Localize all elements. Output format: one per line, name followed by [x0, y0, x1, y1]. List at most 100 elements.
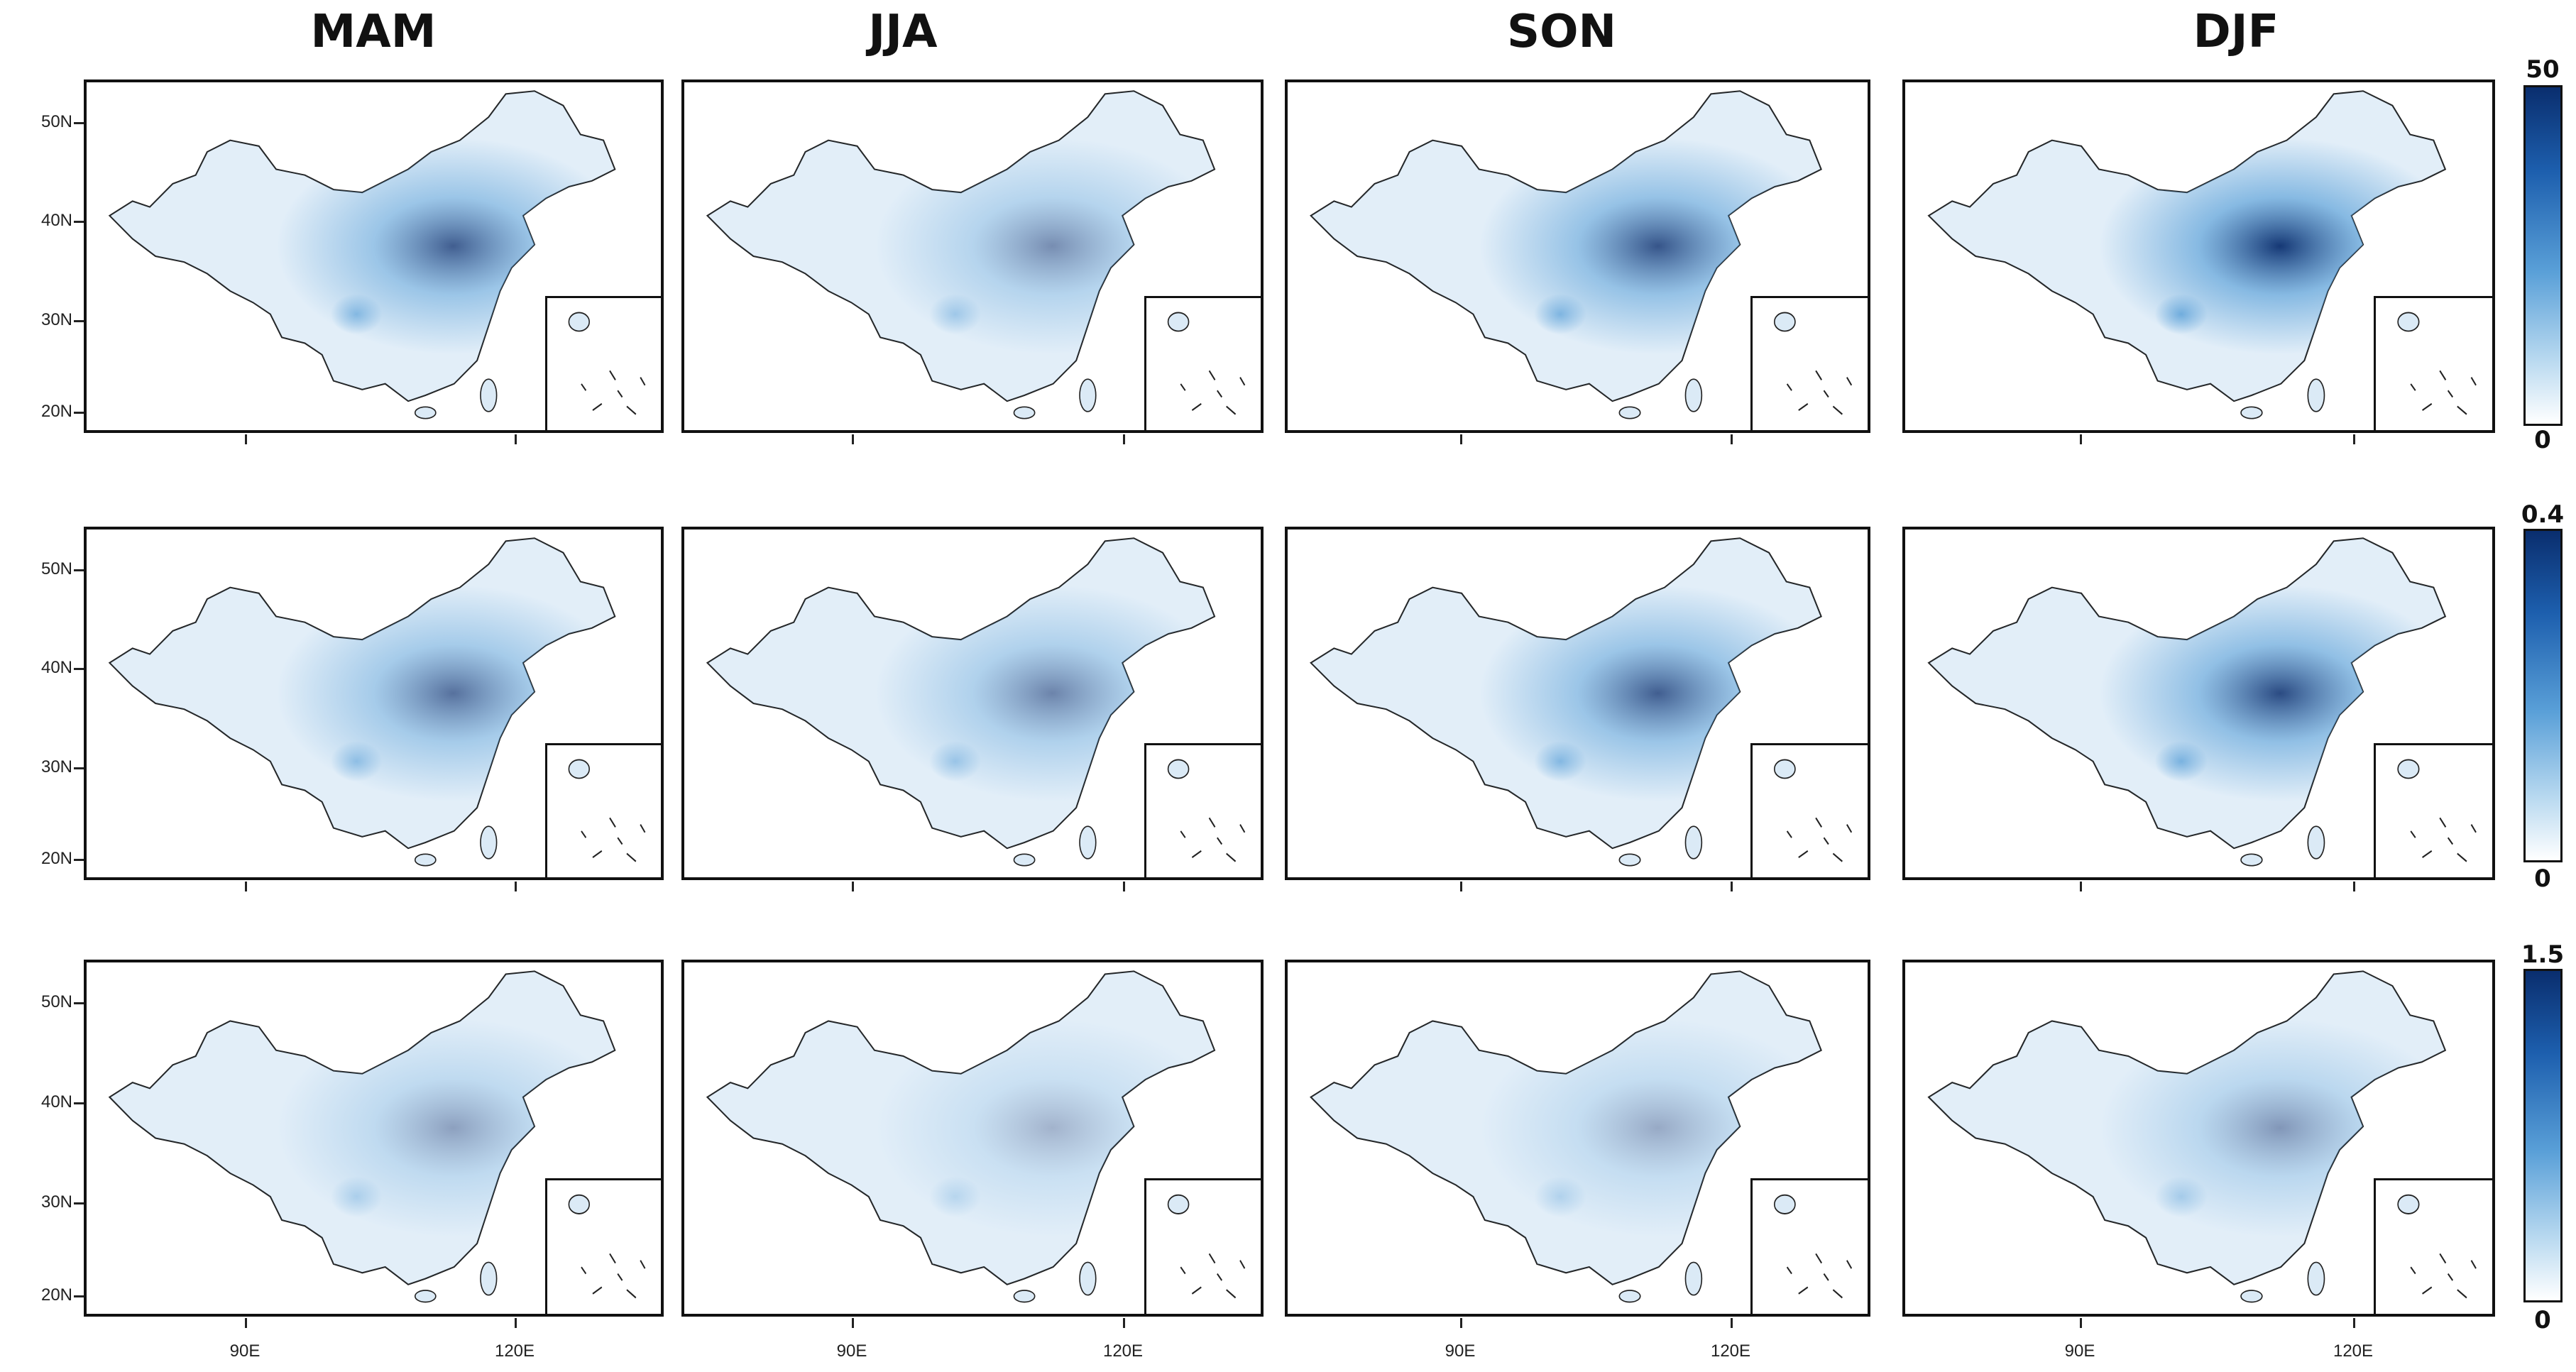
inset-map-svg [568, 312, 646, 415]
china-map-svg [706, 537, 1216, 867]
colorbar-row3 [2523, 969, 2563, 1302]
china-map-svg [108, 970, 616, 1303]
lon-tick [1460, 434, 1462, 444]
hainan-island [2240, 1290, 2263, 1303]
sichuan-basin-hotspot [1534, 741, 1586, 782]
taiwan-island [480, 378, 498, 412]
lon-tick [1460, 1318, 1462, 1328]
south-china-sea-inset [2374, 296, 2492, 430]
lon-tick [2353, 882, 2355, 891]
lon-label-90e-col4: 90E [2064, 1341, 2095, 1361]
hainan-island [1013, 406, 1036, 419]
lon-label-90e-col1: 90E [229, 1341, 261, 1361]
lon-tick [515, 434, 517, 444]
hainan-island [1013, 853, 1036, 867]
lon-label-90e-col3: 90E [1445, 1341, 1476, 1361]
map-panel-row2-son [1285, 527, 1870, 880]
south-china-sea-inset [1750, 1178, 1868, 1314]
concentration-hotspot [1929, 91, 2445, 402]
colorbar-row1-min: 0 [2534, 426, 2551, 454]
south-china-sea-inset [545, 743, 661, 877]
lat-tick [74, 1102, 84, 1105]
colorbar-row2-min: 0 [2534, 865, 2551, 893]
lat-label-20n-row1: 20N [40, 402, 72, 422]
hainan-island [1013, 1290, 1036, 1303]
hainan-island [1618, 406, 1641, 419]
south-china-sea-inset [1144, 296, 1261, 430]
sichuan-basin-hotspot [330, 741, 383, 782]
lat-tick [74, 1002, 84, 1005]
concentration-hotspot [707, 91, 1215, 402]
map-panel-row3-djf [1902, 960, 2495, 1317]
inset-map-svg [1167, 312, 1246, 415]
lon-tick [515, 1318, 517, 1328]
china-map-svg [1927, 90, 2447, 419]
lon-tick [2080, 882, 2082, 891]
map-panel-row2-djf [1902, 527, 2495, 880]
lon-label-120e-col1: 120E [494, 1341, 535, 1361]
sichuan-basin-hotspot [1534, 1176, 1586, 1217]
concentration-hotspot [109, 538, 615, 849]
lon-tick [852, 434, 854, 444]
inset-map-svg [2397, 312, 2477, 415]
taiwan-island [1684, 1261, 1703, 1296]
hainan-island [2240, 406, 2263, 419]
lon-label-120e-col2: 120E [1102, 1341, 1144, 1361]
china-map-svg [706, 90, 1216, 419]
lon-tick [245, 1318, 247, 1328]
lat-tick [74, 767, 84, 769]
lon-tick [1123, 434, 1125, 444]
south-china-sea-inset [2374, 1178, 2492, 1314]
lat-label-50n-row2: 50N [40, 559, 72, 578]
hainan-island [414, 1290, 437, 1303]
south-china-sea-inset [1750, 743, 1868, 877]
lat-label-50n-row1: 50N [40, 111, 72, 131]
china-map-svg [1927, 970, 2447, 1303]
concentration-hotspot [1929, 971, 2445, 1285]
lon-tick [515, 882, 517, 891]
lat-label-50n-row3: 50N [40, 992, 72, 1012]
colorbar-row3-max: 1.5 [2521, 940, 2565, 969]
sichuan-basin-hotspot [929, 1176, 982, 1217]
taiwan-island [2307, 378, 2325, 412]
taiwan-island [2307, 825, 2325, 860]
hainan-island [1618, 1290, 1641, 1303]
lon-tick [2080, 434, 2082, 444]
south-china-sea-inset [545, 296, 661, 430]
lon-label-90e-col2: 90E [836, 1341, 867, 1361]
map-panel-row1-jja [681, 79, 1264, 433]
season-title-son: SON [1506, 6, 1617, 58]
lon-label-120e-col4: 120E [2333, 1341, 2374, 1361]
colorbar-row1 [2523, 85, 2563, 426]
colorbar-row3-min: 0 [2534, 1306, 2551, 1334]
colorbar-row2 [2523, 529, 2563, 862]
concentration-hotspot [1310, 971, 1821, 1285]
lon-tick [2353, 434, 2355, 444]
taiwan-island [2307, 1261, 2325, 1296]
inset-map-svg [1167, 759, 1246, 862]
inset-map-svg [2397, 759, 2477, 862]
taiwan-island [1079, 825, 1097, 860]
inset-map-svg [1167, 1194, 1246, 1299]
sichuan-basin-hotspot [1534, 294, 1586, 335]
season-title-djf: DJF [2193, 6, 2279, 58]
inset-map-svg [568, 759, 646, 862]
lat-tick [74, 1202, 84, 1205]
lon-tick [852, 1318, 854, 1328]
china-map-svg [1310, 90, 1822, 419]
lon-tick [1123, 1318, 1125, 1328]
map-panel-row1-son [1285, 79, 1870, 433]
sichuan-basin-hotspot [2154, 1176, 2208, 1217]
map-panel-row1-djf [1902, 79, 2495, 433]
lat-label-20n-row2: 20N [40, 849, 72, 869]
lon-tick [2353, 1318, 2355, 1328]
taiwan-island [1079, 378, 1097, 412]
taiwan-island [480, 1261, 498, 1296]
south-china-sea-inset [1144, 1178, 1261, 1314]
sichuan-basin-hotspot [330, 294, 383, 335]
sichuan-basin-hotspot [2154, 294, 2208, 335]
inset-map-svg [1773, 1194, 1853, 1299]
lon-label-120e-col3: 120E [1710, 1341, 1751, 1361]
concentration-hotspot [1310, 538, 1821, 849]
lat-tick [74, 319, 84, 322]
